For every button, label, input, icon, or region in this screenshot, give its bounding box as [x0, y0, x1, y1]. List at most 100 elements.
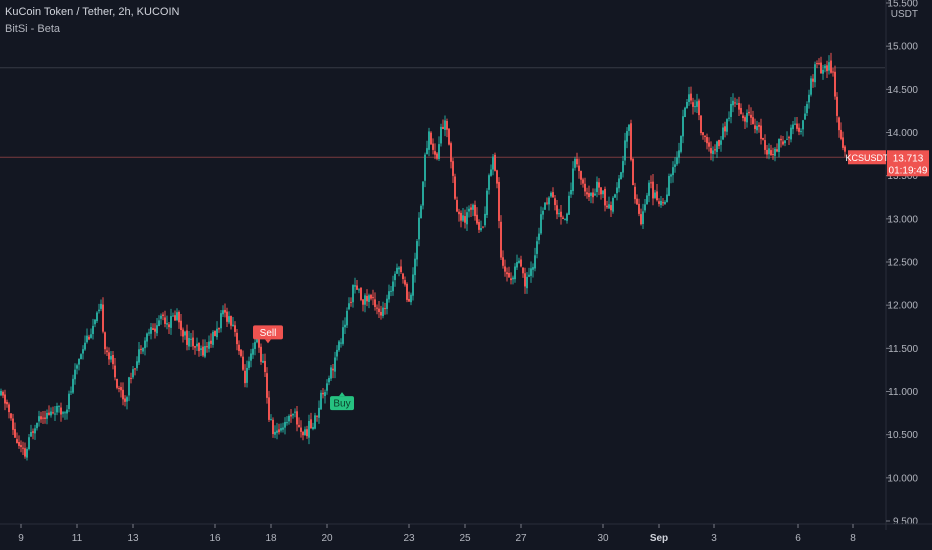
- candle-down: [600, 187, 602, 195]
- candle-down: [408, 298, 410, 302]
- candle-up: [320, 392, 322, 410]
- y-tick-label: 11.500: [888, 344, 918, 355]
- candle-up: [808, 94, 810, 103]
- candle-up: [728, 117, 730, 119]
- y-tick-label: 12.500: [887, 258, 918, 269]
- y-tick-label: 10.000: [887, 473, 918, 484]
- candle-down: [474, 204, 476, 217]
- candle-down: [798, 127, 800, 132]
- candle-up: [200, 348, 202, 351]
- candle-up: [56, 406, 58, 413]
- candle-down: [372, 297, 374, 299]
- candle-down: [662, 202, 664, 204]
- candle-down: [154, 328, 156, 332]
- candle-down: [820, 62, 822, 74]
- candle-up: [426, 148, 428, 155]
- x-tick-label: Sep: [650, 533, 668, 544]
- candle-down: [772, 153, 774, 156]
- countdown-text: 01:19:49: [889, 165, 928, 176]
- candle-down: [606, 205, 608, 208]
- candle-down: [500, 221, 502, 258]
- candle-up: [172, 315, 174, 317]
- candle-down: [88, 336, 90, 340]
- candle-down: [8, 404, 10, 413]
- x-tick-label: 18: [265, 533, 277, 544]
- candle-up: [346, 310, 348, 326]
- candle-down: [12, 418, 14, 430]
- candle-down: [522, 267, 524, 274]
- candle-down: [754, 125, 756, 130]
- candle-down: [206, 346, 208, 348]
- candle-up: [594, 193, 596, 196]
- candle-up: [620, 172, 622, 180]
- candle-up: [530, 268, 532, 276]
- candle-up: [786, 138, 788, 140]
- candle-down: [586, 192, 588, 195]
- candle-down: [508, 272, 510, 278]
- candle-down: [652, 181, 654, 199]
- candle-up: [686, 102, 688, 109]
- candle-down: [218, 328, 220, 330]
- candle-down: [842, 137, 844, 148]
- candle-up: [492, 156, 494, 170]
- candle-up: [160, 315, 162, 319]
- candle-up: [810, 78, 812, 95]
- candle-up: [46, 412, 48, 419]
- candle-down: [692, 102, 694, 107]
- candle-up: [398, 267, 400, 270]
- candle-up: [720, 140, 722, 145]
- candle-down: [134, 368, 136, 370]
- candle-up: [98, 309, 100, 312]
- candle-up: [166, 323, 168, 325]
- candle-up: [74, 369, 76, 380]
- y-tick-label: 14.500: [887, 85, 918, 96]
- y-tick-label: 13.500: [887, 171, 918, 182]
- candle-up: [0, 390, 2, 396]
- candle-down: [112, 354, 114, 365]
- candle-down: [332, 368, 334, 371]
- candle-up: [26, 449, 28, 458]
- candle-down: [230, 316, 232, 326]
- candle-down: [776, 149, 778, 152]
- candle-up: [232, 324, 234, 327]
- candle-up: [314, 415, 316, 429]
- x-tick-label: 6: [795, 533, 801, 544]
- candle-up: [682, 116, 684, 137]
- indicator-label[interactable]: BitSi - Beta: [5, 23, 61, 35]
- candle-up: [602, 190, 604, 195]
- price-badge: [887, 150, 929, 177]
- x-tick-label: 16: [209, 533, 221, 544]
- candle-up: [64, 412, 66, 414]
- candle-up: [126, 397, 128, 402]
- candle-up: [422, 181, 424, 206]
- candle-down: [300, 427, 302, 432]
- candle-down: [752, 117, 754, 125]
- candle-down: [452, 161, 454, 176]
- candle-up: [672, 167, 674, 176]
- candle-down: [502, 257, 504, 266]
- candle-up: [756, 126, 758, 131]
- candle-up: [304, 429, 306, 436]
- candle-down: [710, 148, 712, 154]
- candle-down: [306, 429, 308, 437]
- candle-down: [744, 117, 746, 122]
- candle-down: [182, 329, 184, 337]
- candle-down: [796, 123, 798, 129]
- candle-down: [192, 337, 194, 347]
- candle-down: [520, 259, 522, 267]
- candle-up: [94, 319, 96, 325]
- candle-up: [642, 211, 644, 225]
- candle-down: [818, 63, 820, 65]
- y-tick-label: 15.500: [887, 0, 918, 10]
- candle-down: [584, 183, 586, 192]
- candle-down: [356, 285, 358, 290]
- candle-up: [514, 266, 516, 280]
- candle-up: [488, 175, 490, 190]
- x-tick-label: 23: [403, 533, 415, 544]
- candle-down: [174, 315, 176, 321]
- candle-down: [360, 287, 362, 300]
- candle-up: [574, 158, 576, 168]
- x-tick-label: 20: [321, 533, 333, 544]
